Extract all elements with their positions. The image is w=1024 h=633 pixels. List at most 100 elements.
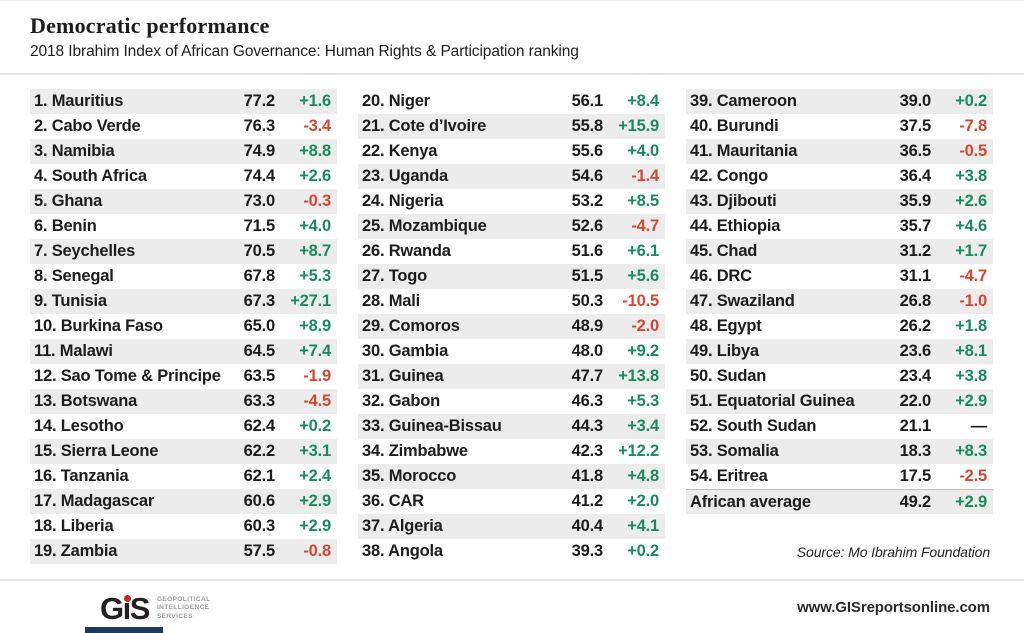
table-row: 29. Comoros 48.9 -2.0 <box>358 314 665 339</box>
change-value: +8.3 <box>955 442 987 460</box>
change-value: — <box>970 417 988 435</box>
change-value: +4.8 <box>627 467 659 485</box>
ranking-column: 39. Cameroon 39.0 +0.2 40. Burundi 37.5 … <box>686 89 993 564</box>
country-name: 48. Egypt <box>690 317 762 335</box>
country-name: 31. Guinea <box>362 367 444 385</box>
table-row: 43. Djibouti 35.9 +2.6 <box>686 189 993 214</box>
country-name: 45. Chad <box>690 242 758 260</box>
site-url[interactable]: www.GISreportsonline.com <box>797 599 990 616</box>
score-value: 62.2 <box>243 442 276 460</box>
country-name: 29. Comoros <box>362 317 460 335</box>
table-row: 15. Sierra Leone 62.2 +3.1 <box>30 439 337 464</box>
change-value: +2.9 <box>955 392 987 410</box>
change-value: -4.7 <box>959 267 987 285</box>
country-name: 20. Niger <box>362 92 430 110</box>
country-name: 44. Ethiopia <box>690 217 781 235</box>
country-name: 23. Uganda <box>362 167 449 185</box>
table-row: 30. Gambia 48.0 +9.2 <box>358 339 665 364</box>
score-value: 74.4 <box>243 167 276 185</box>
score-value: 67.3 <box>243 292 276 310</box>
score-value: 23.6 <box>899 342 932 360</box>
country-name: 52. South Sudan <box>690 417 817 435</box>
score-value: 46.3 <box>571 392 604 410</box>
change-value: +8.4 <box>627 92 659 110</box>
table-row: 11. Malawi 64.5 +7.4 <box>30 339 337 364</box>
country-name: 35. Morocco <box>362 467 457 485</box>
change-value: +2.6 <box>299 167 331 185</box>
country-name: 5. Ghana <box>34 192 103 210</box>
country-name: 10. Burkina Faso <box>34 317 163 335</box>
country-name: 40. Burundi <box>690 117 779 135</box>
table-row: 14. Lesotho 62.4 +0.2 <box>30 414 337 439</box>
bottom-accent-bar <box>85 627 163 633</box>
country-name: 42. Congo <box>690 167 768 185</box>
country-name: 49. Libya <box>690 342 759 360</box>
country-name: 4. South Africa <box>34 167 147 185</box>
score-value: 35.7 <box>899 217 932 235</box>
table-row: 25. Mozambique 52.6 -4.7 <box>358 214 665 239</box>
change-value: -10.5 <box>622 292 659 310</box>
change-value: -3.4 <box>303 117 331 135</box>
table-row: 37. Algeria 40.4 +4.1 <box>358 514 665 539</box>
change-value: -1.4 <box>631 167 659 185</box>
change-value: +4.0 <box>627 142 659 160</box>
change-value: +2.6 <box>955 192 987 210</box>
table-row: 20. Niger 56.1 +8.4 <box>358 89 665 114</box>
table-row: 22. Kenya 55.6 +4.0 <box>358 139 665 164</box>
change-value: +8.7 <box>299 242 331 260</box>
score-value: 55.6 <box>571 142 604 160</box>
page-title: Democratic performance <box>30 13 270 38</box>
country-name: 8. Senegal <box>34 267 114 285</box>
score-value: 39.0 <box>899 92 932 110</box>
country-name: 1. Mauritius <box>34 92 124 110</box>
table-row: 39. Cameroon 39.0 +0.2 <box>686 89 993 114</box>
change-value: +4.6 <box>955 217 987 235</box>
change-value: -1.9 <box>303 367 331 385</box>
table-row: 28. Mali 50.3 -10.5 <box>358 289 665 314</box>
table-row: 32. Gabon 46.3 +5.3 <box>358 389 665 414</box>
score-value: 62.1 <box>243 467 276 485</box>
change-value: -4.7 <box>631 217 659 235</box>
score-value: 36.4 <box>899 167 932 185</box>
change-value: +2.9 <box>955 492 987 511</box>
table-row: 42. Congo 36.4 +3.8 <box>686 164 993 189</box>
score-value: 54.6 <box>571 167 604 185</box>
country-name: 9. Tunisia <box>34 292 107 310</box>
score-value: 39.3 <box>571 542 604 560</box>
ranking-column: 20. Niger 56.1 +8.4 21. Cote d’Ivoire 55… <box>358 89 665 564</box>
table-row: 34. Zimbabwe 42.3 +12.2 <box>358 439 665 464</box>
table-row: 53. Somalia 18.3 +8.3 <box>686 439 993 464</box>
change-value: +8.5 <box>627 192 659 210</box>
change-value: +5.3 <box>299 267 331 285</box>
table-row: 12. Sao Tome & Principe 63.5 -1.9 <box>30 364 337 389</box>
score-value: 31.1 <box>899 267 932 285</box>
logo-letter-s: S <box>129 591 151 626</box>
gis-logo: GıS Geopolitical Intelligence Services <box>100 593 211 624</box>
change-value: -0.3 <box>303 192 331 210</box>
table-row: 18. Liberia 60.3 +2.9 <box>30 514 337 539</box>
country-name: 26. Rwanda <box>362 242 451 260</box>
header: Democratic performance 2018 Ibrahim Inde… <box>30 13 579 61</box>
change-value: +12.2 <box>618 442 659 460</box>
score-value: 37.5 <box>899 117 932 135</box>
table-row: 7. Seychelles 70.5 +8.7 <box>30 239 337 264</box>
country-name: 38. Angola <box>362 542 443 560</box>
score-value: 35.9 <box>899 192 932 210</box>
country-name: 15. Sierra Leone <box>34 442 159 460</box>
table-row: 47. Swaziland 26.8 -1.0 <box>686 289 993 314</box>
source-note: Source: Mo Ibrahim Foundation <box>796 544 990 560</box>
score-value: 77.2 <box>243 92 276 110</box>
table-row: 17. Madagascar 60.6 +2.9 <box>30 489 337 514</box>
table-row: 1. Mauritius 77.2 +1.6 <box>30 89 337 114</box>
change-value: +9.2 <box>627 342 659 360</box>
score-value: 70.5 <box>243 242 276 260</box>
header-divider <box>0 73 1024 75</box>
table-row: 45. Chad 31.2 +1.7 <box>686 239 993 264</box>
table-row: 26. Rwanda 51.6 +6.1 <box>358 239 665 264</box>
country-name: 32. Gabon <box>362 392 440 410</box>
country-name: 33. Guinea-Bissau <box>362 417 502 435</box>
score-value: 60.3 <box>243 517 276 535</box>
country-name: African average <box>690 492 811 511</box>
score-value: 44.3 <box>571 417 604 435</box>
